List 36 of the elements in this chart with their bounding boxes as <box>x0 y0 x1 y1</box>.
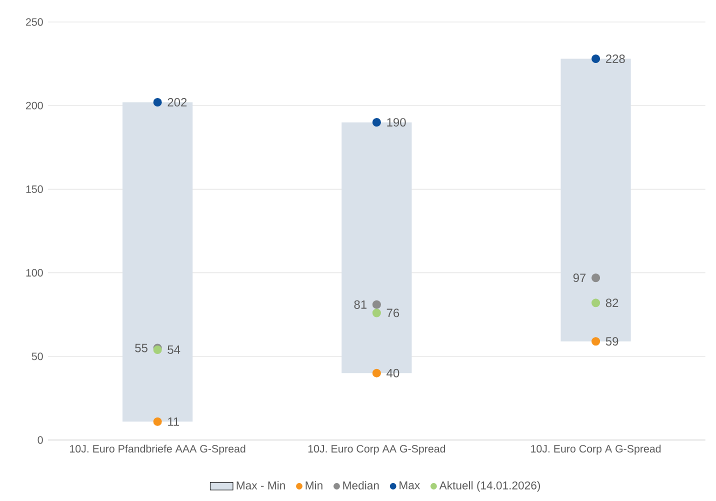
point <box>372 118 381 127</box>
y-tick-label: 50 <box>32 352 43 360</box>
data-label: 228 <box>606 54 625 64</box>
legend-label: Min <box>306 481 322 490</box>
y-tick-label: 150 <box>26 185 43 193</box>
data-label: 202 <box>168 98 187 107</box>
y-tick-label: 0 <box>38 436 43 444</box>
data-label: 55 <box>135 344 148 352</box>
x-tick-label: 10J. Euro Corp A G-Spread <box>531 444 661 455</box>
data-label: 54 <box>168 346 180 354</box>
data-label: 40 <box>386 368 400 378</box>
point <box>592 274 600 282</box>
data-label: 97 <box>573 274 586 282</box>
y-tick-label: 250 <box>26 18 43 26</box>
x-tick-label: 10J. Euro Pfandbriefe AAA G-Spread <box>70 444 246 455</box>
legend-label: Aktuell (14.01.2026) <box>439 481 540 492</box>
point <box>592 298 600 308</box>
data-label: 190 <box>387 118 406 127</box>
legend-label: Median <box>343 481 379 490</box>
y-tick-label: 100 <box>26 269 43 277</box>
data-label: 76 <box>386 308 400 318</box>
point <box>153 98 162 107</box>
data-label: 11 <box>168 417 180 426</box>
point <box>372 308 381 318</box>
point <box>592 337 600 346</box>
data-label: 82 <box>606 298 618 308</box>
point <box>372 368 381 378</box>
data-label: 81 <box>354 300 366 309</box>
data-label: 59 <box>606 337 618 346</box>
y-tick-label: 200 <box>26 102 43 110</box>
point <box>592 54 600 64</box>
legend-label: Max - Min <box>236 481 285 490</box>
point <box>153 417 162 426</box>
x-tick-label: 10J. Euro Corp AA G-Spread <box>308 444 446 455</box>
point <box>372 300 381 309</box>
legend-label: Max <box>400 481 420 490</box>
